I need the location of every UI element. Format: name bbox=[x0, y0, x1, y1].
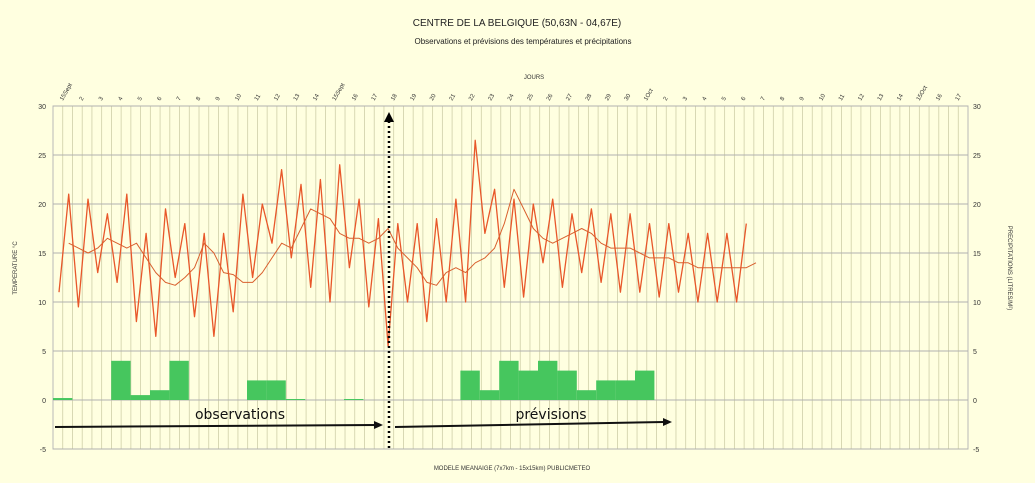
precipitation-bar bbox=[596, 380, 616, 400]
y-tick-label-left: 5 bbox=[42, 349, 46, 356]
precipitation-bar bbox=[130, 395, 150, 400]
day-tick-label: 14 bbox=[312, 93, 321, 102]
day-tick-label: 14 bbox=[896, 93, 905, 102]
precipitation-bar bbox=[635, 370, 655, 400]
day-tick-label: 27 bbox=[565, 93, 574, 102]
day-tick-label: 23 bbox=[488, 93, 497, 102]
precipitation-bars bbox=[53, 360, 655, 400]
precipitation-bar bbox=[576, 390, 597, 400]
day-tick-label: 3 bbox=[682, 96, 689, 102]
day-tick-label: 13 bbox=[877, 93, 886, 102]
day-tick-label: 11 bbox=[838, 93, 847, 102]
precipitation-bar bbox=[53, 398, 73, 400]
precipitation-bar bbox=[169, 360, 189, 400]
precipitation-bar bbox=[111, 360, 131, 400]
day-tick-label: 19 bbox=[410, 93, 419, 102]
y-tick-label-left: 10 bbox=[38, 300, 46, 307]
observations-arrow bbox=[54, 424, 377, 428]
day-tick-label: 2 bbox=[663, 96, 670, 102]
day-tick-label: 4 bbox=[702, 96, 709, 102]
y-tick-label-left: 15 bbox=[38, 251, 46, 258]
y-tick-label-left: 0 bbox=[42, 398, 46, 405]
day-tick-label: 29 bbox=[604, 93, 613, 102]
precipitation-bar bbox=[615, 380, 635, 400]
temperature-line bbox=[58, 139, 747, 347]
day-tick-label: 11 bbox=[254, 93, 263, 102]
temperature-lines bbox=[58, 139, 757, 347]
precipitation-bar bbox=[538, 360, 558, 400]
day-tick-label: 4 bbox=[118, 96, 125, 102]
y-tick-label-left: 30 bbox=[38, 104, 46, 111]
day-tick-label: 26 bbox=[546, 93, 555, 102]
day-tick-label: 13 bbox=[293, 93, 302, 102]
day-tick-label: 12 bbox=[273, 93, 282, 102]
forecast-arrow bbox=[394, 421, 665, 428]
precipitation-bar bbox=[460, 370, 480, 400]
day-tick-label: 18 bbox=[390, 93, 399, 102]
day-tick-label: 24 bbox=[507, 93, 516, 102]
precipitation-bar bbox=[518, 370, 538, 400]
observations-label: observations bbox=[195, 407, 285, 423]
day-tick-label: 12 bbox=[857, 93, 866, 102]
precipitation-bar bbox=[479, 390, 500, 400]
day-tick-label: 8 bbox=[196, 96, 203, 102]
chart-footer: MODELE MEANAIGE (7x7km - 15x15km) PUBLIC… bbox=[434, 466, 591, 472]
chart-title: CENTRE DE LA BELGIQUE (50,63N - 04,67E) bbox=[413, 18, 621, 29]
y-tick-label-right: 0 bbox=[973, 398, 977, 405]
y-axis-right-label: PRECIPITATIONS (LITRES/M²) bbox=[1006, 226, 1012, 310]
day-tick-label: 6 bbox=[741, 96, 748, 102]
day-tick-label: 28 bbox=[585, 93, 594, 102]
precipitation-bar bbox=[285, 399, 306, 400]
day-tick-label: 21 bbox=[449, 93, 458, 102]
days-axis-label: JOURS bbox=[524, 75, 544, 81]
precipitation-bar bbox=[344, 399, 364, 400]
day-tick-label: 20 bbox=[429, 93, 438, 102]
y-tick-label-left: -5 bbox=[40, 447, 46, 454]
precipitation-bar bbox=[499, 360, 519, 400]
precipitation-bar bbox=[150, 390, 170, 400]
day-tick-label: 17 bbox=[955, 93, 964, 102]
day-tick-label: 5 bbox=[137, 96, 144, 102]
day-tick-label: 16 bbox=[935, 93, 944, 102]
day-tick-label: 7 bbox=[176, 96, 183, 102]
precipitation-bar bbox=[266, 380, 286, 400]
forecast-label: prévisions bbox=[515, 407, 586, 423]
day-tick-label: 9 bbox=[215, 96, 222, 102]
day-tick-label: 10 bbox=[819, 93, 828, 102]
temperature-mean-line bbox=[68, 188, 757, 286]
day-tick-label: 17 bbox=[371, 93, 380, 102]
day-tick-label: 30 bbox=[624, 93, 633, 102]
today-arrowhead bbox=[384, 112, 394, 122]
day-tick-label: 2 bbox=[79, 96, 86, 102]
day-tick-label: 22 bbox=[468, 93, 477, 102]
day-tick-label: 3 bbox=[98, 96, 105, 102]
day-tick-label: 6 bbox=[157, 96, 164, 102]
precipitation-bar bbox=[247, 380, 267, 400]
day-tick-label: 16 bbox=[351, 93, 360, 102]
day-tick-label: 10 bbox=[234, 93, 243, 102]
precipitation-bar bbox=[557, 370, 577, 400]
y-tick-label-right: 5 bbox=[973, 349, 977, 356]
y-tick-labels: -5 -5 0 0 5 5 10 10 15 15 20 20 25 25 30 30 bbox=[38, 104, 981, 454]
y-tick-label-right: 10 bbox=[973, 300, 981, 307]
y-tick-label-right: 25 bbox=[973, 153, 981, 160]
y-axis-left-label: TEMPERATURE °C bbox=[13, 241, 19, 295]
day-tick-label: 5 bbox=[721, 96, 728, 102]
day-tick-label: 25 bbox=[527, 93, 536, 102]
y-tick-label-left: 20 bbox=[38, 202, 46, 209]
day-tick-label: 7 bbox=[760, 96, 767, 102]
y-tick-label-right: -5 bbox=[973, 447, 979, 454]
y-tick-label-right: 15 bbox=[973, 251, 981, 258]
day-tick-label: 8 bbox=[780, 96, 787, 102]
y-tick-label-right: 30 bbox=[973, 104, 981, 111]
y-tick-label-right: 20 bbox=[973, 202, 981, 209]
forecast-arrowhead bbox=[663, 418, 672, 426]
chart-subtitle: Observations et prévisions des températu… bbox=[415, 37, 632, 46]
day-tick-label: 1Oct bbox=[643, 88, 655, 102]
observations-arrowhead bbox=[374, 421, 383, 429]
day-tick-label: 9 bbox=[799, 96, 806, 102]
y-tick-label-left: 25 bbox=[38, 153, 46, 160]
